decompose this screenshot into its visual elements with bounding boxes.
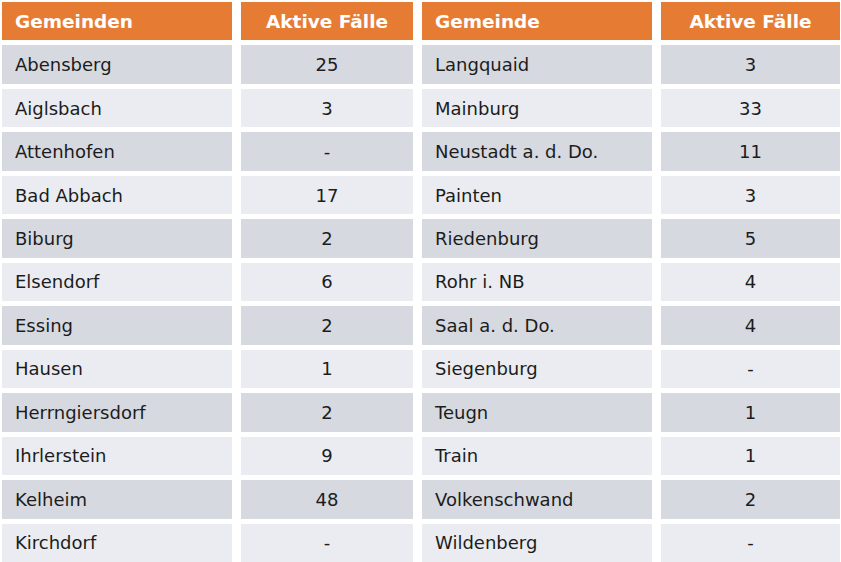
gemeinde-cell: Herrngiersdorf bbox=[2, 393, 232, 431]
cases-cell: 1 bbox=[661, 393, 840, 431]
gemeinde-cell: Wildenberg bbox=[422, 524, 652, 562]
cases-cell: - bbox=[661, 350, 840, 388]
gemeinde-cell: Hausen bbox=[2, 350, 232, 388]
cases-cell: 48 bbox=[241, 480, 413, 518]
cases-cell: 3 bbox=[661, 176, 840, 214]
gemeinde-cell: Volkenschwand bbox=[422, 480, 652, 518]
header-aktive-faelle-left: Aktive Fälle bbox=[241, 2, 413, 40]
cases-cell: - bbox=[241, 132, 413, 170]
gemeinde-cell: Essing bbox=[2, 306, 232, 344]
gemeinde-cell: Ihrlerstein bbox=[2, 437, 232, 475]
cases-cell: 3 bbox=[661, 45, 840, 83]
cases-cell: 1 bbox=[661, 437, 840, 475]
active-cases-table: Gemeinden Aktive Fälle Gemeinde Aktive F… bbox=[0, 0, 841, 562]
cases-cell: - bbox=[241, 524, 413, 562]
gemeinde-cell: Aiglsbach bbox=[2, 89, 232, 127]
header-aktive-faelle-right: Aktive Fälle bbox=[661, 2, 840, 40]
cases-cell: 33 bbox=[661, 89, 840, 127]
cases-cell: 17 bbox=[241, 176, 413, 214]
gemeinde-cell: Painten bbox=[422, 176, 652, 214]
header-gemeinden: Gemeinden bbox=[2, 2, 232, 40]
cases-cell: 2 bbox=[241, 393, 413, 431]
cases-cell: 4 bbox=[661, 263, 840, 301]
cases-cell: - bbox=[661, 524, 840, 562]
header-gemeinde: Gemeinde bbox=[422, 2, 652, 40]
cases-cell: 11 bbox=[661, 132, 840, 170]
gemeinde-cell: Train bbox=[422, 437, 652, 475]
cases-cell: 5 bbox=[661, 219, 840, 257]
cases-cell: 3 bbox=[241, 89, 413, 127]
gemeinde-cell: Biburg bbox=[2, 219, 232, 257]
gemeinde-cell: Elsendorf bbox=[2, 263, 232, 301]
cases-cell: 4 bbox=[661, 306, 840, 344]
gemeinde-cell: Attenhofen bbox=[2, 132, 232, 170]
gemeinde-cell: Bad Abbach bbox=[2, 176, 232, 214]
cases-cell: 2 bbox=[661, 480, 840, 518]
cases-cell: 2 bbox=[241, 219, 413, 257]
gemeinde-cell: Neustadt a. d. Do. bbox=[422, 132, 652, 170]
gemeinde-cell: Abensberg bbox=[2, 45, 232, 83]
gemeinde-cell: Teugn bbox=[422, 393, 652, 431]
gemeinde-cell: Rohr i. NB bbox=[422, 263, 652, 301]
gemeinde-cell: Saal a. d. Do. bbox=[422, 306, 652, 344]
gemeinde-cell: Langquaid bbox=[422, 45, 652, 83]
cases-cell: 9 bbox=[241, 437, 413, 475]
cases-cell: 2 bbox=[241, 306, 413, 344]
gemeinde-cell: Kelheim bbox=[2, 480, 232, 518]
cases-cell: 1 bbox=[241, 350, 413, 388]
gemeinde-cell: Kirchdorf bbox=[2, 524, 232, 562]
gemeinde-cell: Riedenburg bbox=[422, 219, 652, 257]
gemeinde-cell: Mainburg bbox=[422, 89, 652, 127]
cases-cell: 6 bbox=[241, 263, 413, 301]
cases-cell: 25 bbox=[241, 45, 413, 83]
gemeinde-cell: Siegenburg bbox=[422, 350, 652, 388]
